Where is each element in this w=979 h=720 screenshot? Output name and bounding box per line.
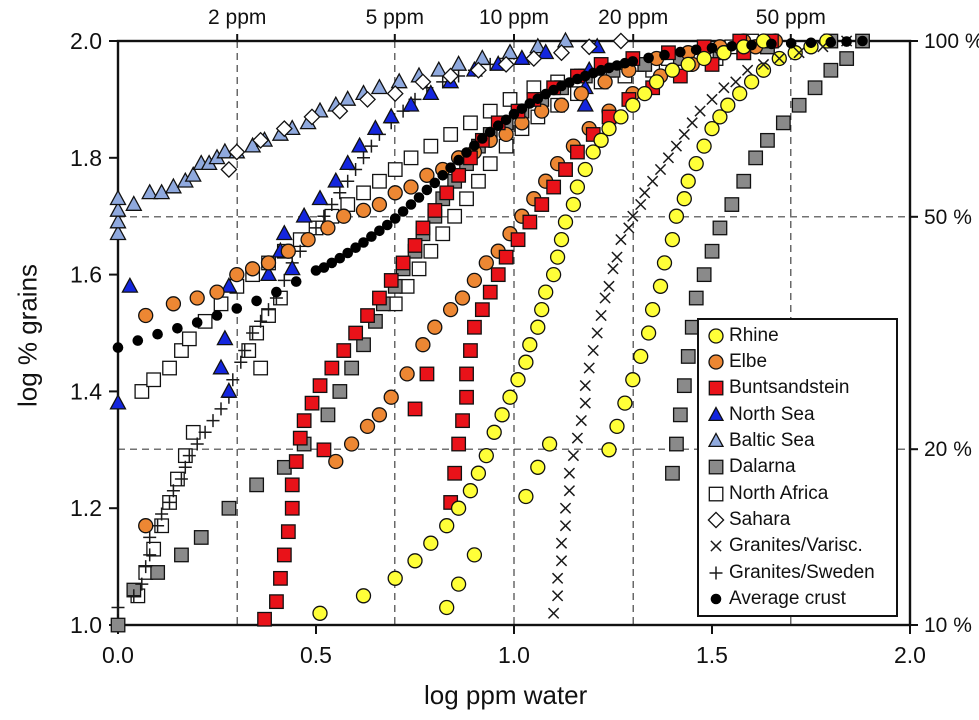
- series-rhine: [312, 33, 835, 621]
- svg-text:10 ppm: 10 ppm: [479, 6, 549, 29]
- x-axis-title: log ppm water: [424, 680, 588, 710]
- legend-item-north-africa: North Africa: [705, 481, 894, 506]
- svg-text:1.5: 1.5: [696, 642, 728, 668]
- legend-item-granites-varisc: Granites/Varisc.: [705, 534, 894, 559]
- legend-item-granites-sweden: Granites/Sweden: [705, 560, 894, 585]
- legend-label-dalarna: Dalarna: [729, 456, 796, 478]
- svg-text:0.5: 0.5: [300, 642, 332, 668]
- series-sahara: [220, 32, 630, 179]
- legend-label-north-sea: North Sea: [729, 403, 815, 425]
- svg-text:2.0: 2.0: [70, 28, 102, 54]
- svg-text:20 ppm: 20 ppm: [598, 6, 668, 29]
- baltic-sea-marker-icon: [705, 431, 729, 451]
- legend-item-dalarna: Dalarna: [705, 455, 894, 480]
- svg-text:1.6: 1.6: [70, 262, 102, 288]
- legend-item-rhine: Rhine: [705, 323, 894, 348]
- x-tick-labels: 0.0 0.5 1.0 1.5 2.0: [102, 642, 926, 668]
- rhine-marker-icon: [705, 326, 729, 346]
- series-north-africa: [130, 33, 775, 604]
- legend-item-baltic-sea: Baltic Sea: [705, 429, 894, 454]
- svg-text:50 %: 50 %: [924, 206, 972, 229]
- legend-label-granites-sweden: Granites/Sweden: [729, 561, 875, 583]
- svg-text:1.8: 1.8: [70, 145, 102, 171]
- legend-label-baltic-sea: Baltic Sea: [729, 430, 815, 452]
- svg-text:1.2: 1.2: [70, 495, 102, 521]
- average-crust-marker-icon: [705, 589, 729, 609]
- elbe-marker-icon: [705, 352, 729, 372]
- legend-label-north-africa: North Africa: [729, 482, 829, 504]
- north-sea-marker-icon: [705, 405, 729, 425]
- svg-text:10 %: 10 %: [924, 614, 972, 637]
- north-africa-marker-icon: [705, 484, 729, 504]
- legend-item-average-crust: Average crust: [705, 587, 894, 612]
- dalarna-marker-icon: [705, 457, 729, 477]
- series-baltic-sea: [109, 31, 575, 241]
- svg-text:1.4: 1.4: [70, 378, 102, 404]
- legend: Rhine Elbe Buntsandstein North Sea Baltic Se…: [697, 318, 898, 617]
- svg-text:0.0: 0.0: [102, 642, 134, 668]
- series-average-crust: [112, 35, 868, 353]
- legend-label-average-crust: Average crust: [729, 588, 846, 610]
- y-tick-labels: 1.0 1.2 1.4 1.6 1.8 2.0: [70, 28, 102, 638]
- legend-item-elbe: Elbe: [705, 350, 894, 375]
- legend-item-buntsandstein: Buntsandstein: [705, 376, 894, 401]
- y-axis-title: log % grains: [12, 263, 43, 408]
- legend-item-north-sea: North Sea: [705, 402, 894, 427]
- svg-text:2.0: 2.0: [894, 642, 926, 668]
- svg-text:1.0: 1.0: [70, 612, 102, 638]
- legend-item-sahara: Sahara: [705, 508, 894, 533]
- svg-text:2 ppm: 2 ppm: [208, 6, 266, 29]
- sahara-marker-icon: [705, 510, 729, 530]
- svg-text:5 ppm: 5 ppm: [366, 6, 424, 29]
- buntsandstein-marker-icon: [705, 378, 729, 398]
- top-axis-labels: 2 ppm 5 ppm 10 ppm 20 ppm 50 ppm: [208, 6, 826, 29]
- legend-label-buntsandstein: Buntsandstein: [729, 377, 850, 399]
- legend-label-elbe: Elbe: [729, 351, 768, 373]
- svg-text:20 %: 20 %: [924, 438, 972, 461]
- granites-varisc-marker-icon: [705, 536, 729, 556]
- granites-sweden-marker-icon: [705, 563, 729, 583]
- legend-label-rhine: Rhine: [729, 324, 779, 346]
- right-axis-labels: 100 % 50 % 20 % 10 %: [924, 30, 979, 637]
- legend-label-sahara: Sahara: [729, 509, 791, 531]
- legend-label-granites-varisc: Granites/Varisc.: [729, 535, 863, 557]
- svg-text:50 ppm: 50 ppm: [756, 6, 826, 29]
- svg-text:1.0: 1.0: [498, 642, 530, 668]
- svg-text:100 %: 100 %: [924, 30, 979, 53]
